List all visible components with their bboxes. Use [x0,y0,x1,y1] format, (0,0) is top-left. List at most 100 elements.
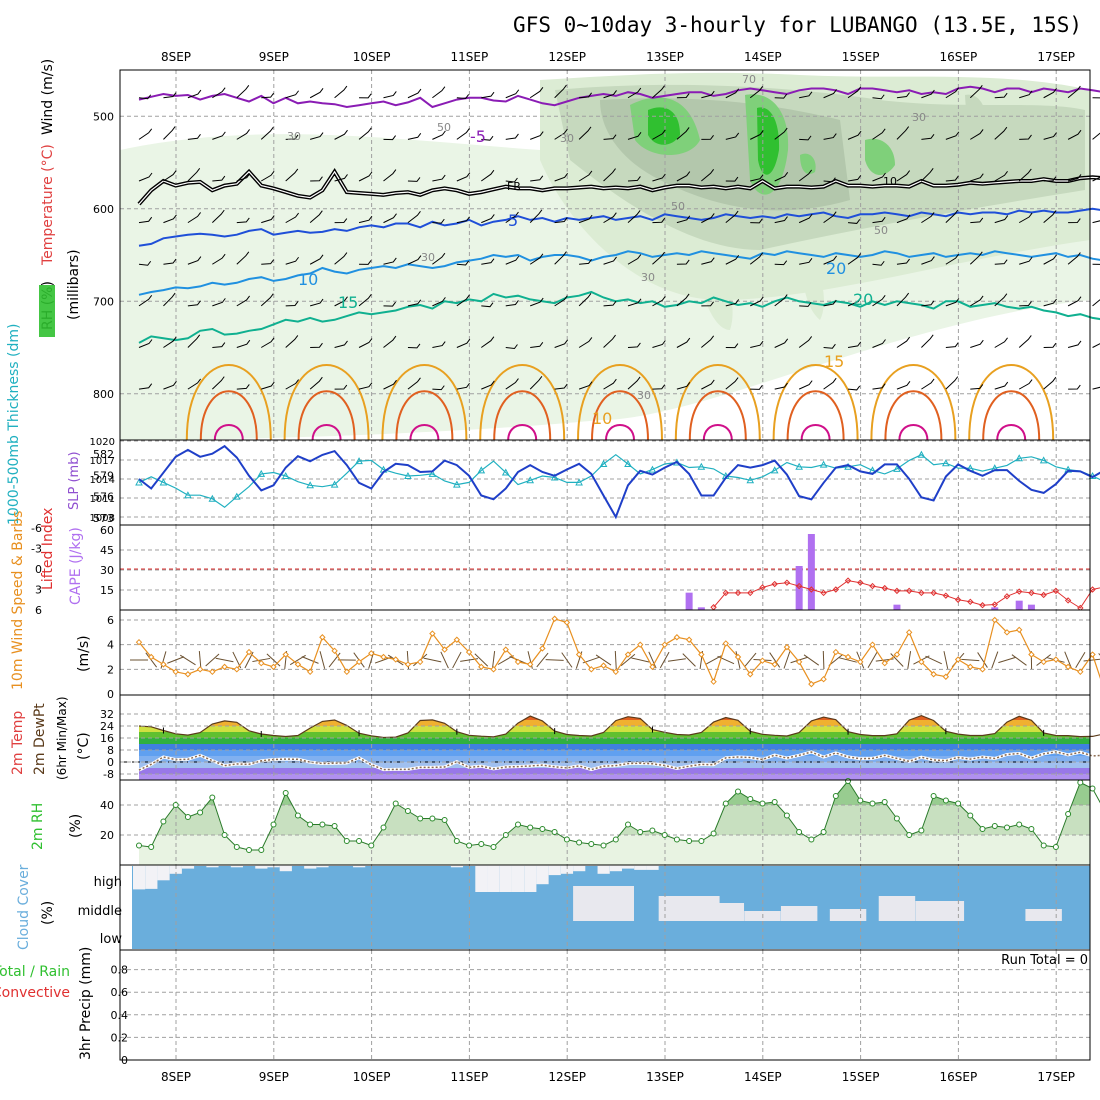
rh-point [197,809,204,816]
wind-barb [1092,220,1100,224]
wind-barb [676,337,691,348]
wind-barb [456,338,471,348]
rh-point [771,799,778,805]
wind-speed-point [612,668,619,676]
wind-barb [603,90,617,99]
wind-barb [187,89,202,99]
warm-isotherm [605,424,635,441]
wind-barb [921,334,934,348]
rh-point [722,800,729,807]
warm-isotherm [381,364,468,441]
contour-label: 15 [338,293,358,312]
wind-barb [921,212,935,224]
wind-speed-point [441,646,448,653]
wind-barb [285,256,299,265]
bottom-date-label: 12SEP [548,1070,586,1084]
high-cloud-gap [597,866,610,874]
wind-barb [334,384,348,390]
contour-label: -5 [470,127,486,146]
wind-speed-point [1052,656,1060,663]
wind-barb [774,93,788,99]
wind-barb [1018,168,1032,182]
rh-point [551,829,558,835]
wind-barb [138,294,153,307]
precip-axis-label: 3hr Precip (mm) [78,947,94,1060]
wind-barb [505,255,520,265]
rh-point [380,824,387,831]
bottom-date-label: 9SEP [259,1070,289,1084]
wind-barb [505,133,519,140]
wind-barb [603,300,617,307]
rh-point [649,827,656,834]
wind-barb [383,301,396,307]
wind-speed-point [355,658,363,666]
wind-barb [163,214,177,224]
wind-barb [266,653,281,667]
wind-barb [970,217,984,224]
top-date-label: 10SEP [353,50,391,64]
wind-barb [872,94,885,100]
rh-point [453,838,460,844]
wind-barb [545,659,564,661]
wind-barb [334,174,348,182]
rh-shading [800,250,824,320]
contour-label: FR [507,180,521,193]
wind-barb [769,652,781,668]
wind-barb [212,131,226,140]
wind-barb [383,379,397,390]
slp-tick: 1017 [90,456,115,467]
rh-point [343,838,350,844]
wind-barb [1043,376,1057,390]
rh-point [1016,821,1023,828]
wind-barb [627,176,641,182]
wind-barb [749,86,764,99]
wind-barb [627,131,642,140]
wind-barb [505,300,519,307]
rh-point [991,823,998,829]
wind-barb [603,212,617,224]
rh-point [294,812,301,819]
lifted-index-point [820,589,827,597]
wind-barb [1092,386,1100,390]
rh-point [845,778,851,784]
cloud-cover-panel: high middle low Cloud Cover (%) [16,864,1091,951]
thickness-point [281,471,290,480]
wind-speed-point [820,675,827,683]
wind-barb [505,211,519,224]
wind-barb [1067,252,1081,265]
wind-barb [561,652,573,668]
wind-barb [334,252,348,265]
wind-speed-point [600,662,607,669]
wind-barb [1018,379,1033,390]
wind-barb [945,342,959,348]
wind-barb [774,294,788,307]
rh-point [515,821,521,828]
wind-barb [578,381,593,390]
wind-speed-point [661,641,668,648]
rh-point [698,838,705,844]
temp-band [139,744,1090,750]
wind-barb [285,301,299,307]
wind-barb [456,260,470,266]
wind-barb [554,295,568,307]
thickness-point [819,460,828,468]
warm-isotherm [507,424,538,441]
temp-tick: -8 [103,768,114,781]
temp-band [139,732,1090,738]
wind-barb [970,339,984,348]
wind-barb [717,655,735,665]
wind-barb [652,295,666,307]
contour-label: 30 [912,111,926,124]
wind-barb [505,344,518,350]
rh-point [184,814,191,820]
rh-point [148,844,155,850]
high-cloud-gap [487,866,500,892]
wind-barb [236,85,250,99]
wind-barb [212,298,226,307]
rh-point [576,839,583,846]
wind-barb [358,127,372,140]
wind-barb [823,343,836,349]
wind-barb [554,251,567,265]
